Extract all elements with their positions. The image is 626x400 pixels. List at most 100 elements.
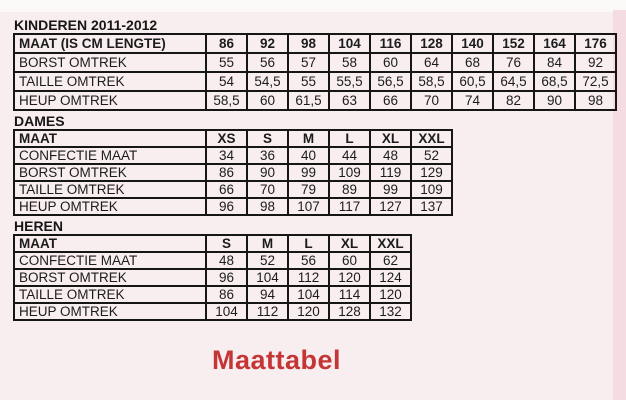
value-cell: 60: [246, 90, 289, 111]
column-header-cell: XXL: [410, 129, 453, 148]
page-title: Maattabel: [211, 345, 342, 375]
table-row: HEUP OMTREK 96 98 107 117 127 137: [13, 197, 453, 216]
value-cell: 98: [574, 90, 617, 111]
header-label-cell: MAAT: [13, 129, 207, 148]
value-cell: 74: [451, 90, 494, 111]
row-label-cell: BORST OMTREK: [13, 163, 207, 182]
value-cell: 129: [410, 163, 453, 182]
value-cell: 54,5: [246, 71, 289, 92]
column-header-cell: 128: [410, 33, 453, 54]
value-cell: 99: [287, 163, 330, 182]
row-label-cell: TAILLE OMTREK: [13, 180, 207, 199]
value-cell: 89: [328, 180, 371, 199]
table-header-row: MAAT (IS CM LENGTE) 86 92 98 104 116 128 140 152…: [13, 33, 617, 54]
value-cell: 109: [410, 180, 453, 199]
value-cell: 96: [205, 197, 248, 216]
size-chart-content: KINDEREN 2011-2012 MAAT (IS CM LENGTE) 86 9…: [13, 18, 617, 376]
column-header-cell: XL: [328, 234, 371, 253]
value-cell: 120: [369, 285, 412, 304]
table-row: BORST OMTREK 86 90 99 109 119 129: [13, 163, 453, 182]
value-cell: 96: [205, 268, 248, 287]
value-cell: 99: [369, 180, 412, 199]
table-row: TAILLE OMTREK 54 54,5 55 55,5 56,5 58,5 60,5 64,…: [13, 71, 617, 92]
value-cell: 120: [287, 302, 330, 321]
value-cell: 132: [369, 302, 412, 321]
value-cell: 104: [205, 302, 248, 321]
value-cell: 57: [287, 52, 330, 73]
value-cell: 58,5: [410, 71, 453, 92]
value-cell: 56: [246, 52, 289, 73]
size-table-kinderen: MAAT (IS CM LENGTE) 86 92 98 104 116 128 140 152…: [13, 33, 617, 111]
value-cell: 61,5: [287, 90, 330, 111]
value-cell: 60,5: [451, 71, 494, 92]
value-cell: 62: [369, 251, 412, 270]
value-cell: 112: [246, 302, 289, 321]
table-header-row: MAAT S M L XL XXL: [13, 234, 412, 253]
column-header-cell: 164: [533, 33, 576, 54]
column-header-cell: XS: [205, 129, 248, 148]
value-cell: 137: [410, 197, 453, 216]
value-cell: 124: [369, 268, 412, 287]
row-label-cell: HEUP OMTREK: [13, 197, 207, 216]
column-header-cell: 116: [369, 33, 412, 54]
value-cell: 86: [205, 163, 248, 182]
column-header-cell: 104: [328, 33, 371, 54]
value-cell: 48: [369, 146, 412, 165]
table-row: CONFECTIE MAAT 34 36 40 44 48 52: [13, 146, 453, 165]
value-cell: 70: [410, 90, 453, 111]
value-cell: 63: [328, 90, 371, 111]
value-cell: 52: [410, 146, 453, 165]
value-cell: 92: [574, 52, 617, 73]
table-row: HEUP OMTREK 104 112 120 128 132: [13, 302, 412, 321]
value-cell: 84: [533, 52, 576, 73]
section-heading-heren: HEREN: [14, 218, 64, 234]
value-cell: 58: [328, 52, 371, 73]
value-cell: 56: [287, 251, 330, 270]
value-cell: 55,5: [328, 71, 371, 92]
table-row: HEUP OMTREK 58,5 60 61,5 63 66 70 74 82 90 98: [13, 90, 617, 111]
section-heading-kinderen: KINDEREN 2011-2012: [14, 17, 158, 33]
header-label-cell: MAAT (IS CM LENGTE): [13, 33, 207, 54]
value-cell: 36: [246, 146, 289, 165]
value-cell: 112: [287, 268, 330, 287]
column-header-cell: XXL: [369, 234, 412, 253]
value-cell: 127: [369, 197, 412, 216]
table-header-row: MAAT XS S M L XL XXL: [13, 129, 453, 148]
value-cell: 66: [205, 180, 248, 199]
row-label-cell: CONFECTIE MAAT: [13, 251, 207, 270]
value-cell: 120: [328, 268, 371, 287]
value-cell: 52: [246, 251, 289, 270]
value-cell: 79: [287, 180, 330, 199]
column-header-cell: M: [246, 234, 289, 253]
value-cell: 68: [451, 52, 494, 73]
column-header-cell: 152: [492, 33, 535, 54]
table-row: TAILLE OMTREK 66 70 79 89 99 109: [13, 180, 453, 199]
row-label-cell: TAILLE OMTREK: [13, 285, 207, 304]
value-cell: 94: [246, 285, 289, 304]
value-cell: 64: [410, 52, 453, 73]
value-cell: 128: [328, 302, 371, 321]
value-cell: 114: [328, 285, 371, 304]
column-header-cell: S: [205, 234, 248, 253]
column-header-cell: 98: [287, 33, 330, 54]
value-cell: 60: [328, 251, 371, 270]
value-cell: 55: [205, 52, 248, 73]
value-cell: 34: [205, 146, 248, 165]
value-cell: 90: [246, 163, 289, 182]
value-cell: 70: [246, 180, 289, 199]
value-cell: 58,5: [205, 90, 248, 111]
header-label-cell: MAAT: [13, 234, 207, 253]
row-label-cell: HEUP OMTREK: [13, 90, 207, 111]
table-row: TAILLE OMTREK 86 94 104 114 120: [13, 285, 412, 304]
value-cell: 48: [205, 251, 248, 270]
value-cell: 117: [328, 197, 371, 216]
value-cell: 54: [205, 71, 248, 92]
section-heading-dames: DAMES: [14, 113, 65, 129]
value-cell: 72,5: [574, 71, 617, 92]
column-header-cell: 92: [246, 33, 289, 54]
column-header-cell: 86: [205, 33, 248, 54]
row-label-cell: CONFECTIE MAAT: [13, 146, 207, 165]
value-cell: 64,5: [492, 71, 535, 92]
value-cell: 90: [533, 90, 576, 111]
column-header-cell: L: [287, 234, 330, 253]
